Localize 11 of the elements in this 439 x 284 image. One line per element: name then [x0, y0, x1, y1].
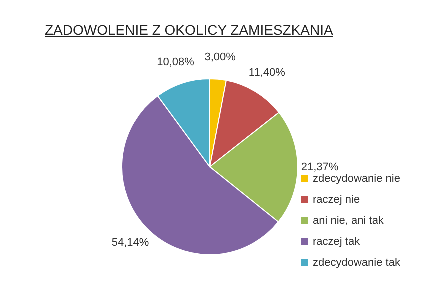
chart-title: ZADOWOLENIE Z OKOLICY ZAMIESZKANIA: [45, 22, 334, 38]
data-label: 3,00%: [204, 51, 236, 64]
legend-label: zdecydowanie tak: [313, 256, 400, 268]
legend-label: ani nie, ani tak: [313, 214, 384, 226]
data-label: 54,14%: [112, 237, 150, 250]
data-label: 10,08%: [157, 56, 195, 68]
legend-label: raczej tak: [313, 236, 360, 248]
data-label: 21,37%: [301, 162, 339, 174]
legend-label: zdecydowanie nie: [313, 172, 400, 184]
data-label: 11,40%: [248, 67, 286, 80]
legend-label: raczej nie: [313, 194, 360, 206]
